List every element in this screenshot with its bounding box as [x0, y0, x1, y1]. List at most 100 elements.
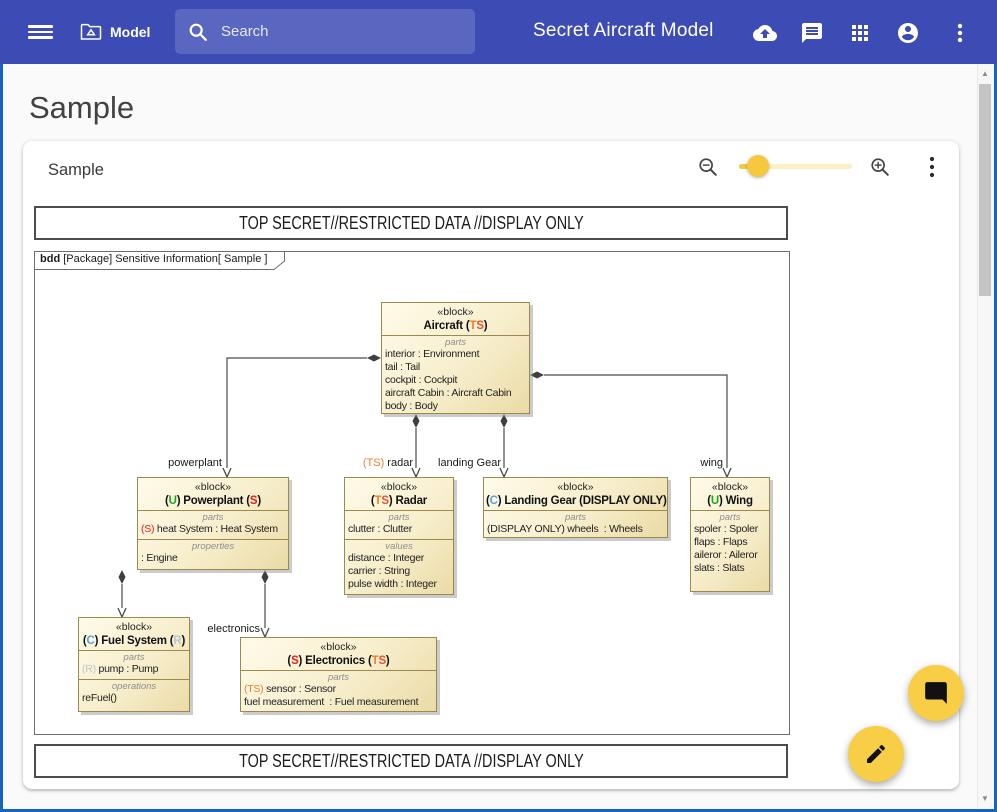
comment-icon[interactable]: [800, 21, 824, 45]
block-powerplant[interactable]: «block» (U) Powerplant (S) parts (S) heat S…: [137, 477, 289, 570]
feature-item: tail : Tail: [385, 361, 420, 373]
compartment-parts: parts (TS) sensor : Sensor fuel measuremen…: [241, 670, 436, 711]
feature-item: (TS) sensor : Sensor: [244, 683, 336, 695]
block-name: (TS) Radar: [370, 495, 428, 507]
compartment-label: parts: [564, 512, 587, 523]
classification-banner-bottom: TOP SECRET//RESTRICTED DATA //DISPLAY ON…: [34, 744, 788, 778]
model-folder-icon: [80, 22, 102, 41]
block-stereotype: «block»: [437, 306, 474, 318]
compartment-parts: parts spoler : Spoler flaps : Flaps aileror…: [691, 510, 769, 591]
page-border-right: [994, 64, 997, 812]
feature-item: flaps : Flaps: [694, 536, 748, 548]
compartment-properties: properties : Engine: [138, 539, 288, 569]
search-icon: [187, 21, 209, 43]
feature-item: slats : Slats: [694, 562, 745, 574]
block-electronics[interactable]: «block» (S) Electronics (TS) parts (TS) sen…: [240, 637, 437, 712]
zoom-slider-track[interactable]: [739, 164, 852, 169]
block-name: Aircraft (TS): [423, 320, 488, 332]
frame-context: [Package] Sensitive Information[ Sample …: [60, 253, 268, 265]
feature-item: spoler : Spoler: [694, 523, 758, 535]
compartment-label: parts: [202, 512, 224, 523]
block-wing[interactable]: «block» (U) Wing parts spoler : Spoler flaps…: [690, 477, 770, 592]
model-label: Model: [110, 23, 151, 40]
compartment-parts: parts clutter : Clutter: [345, 510, 453, 539]
compartment-parts: parts (DISPLAY ONLY) wheels : Wheels: [484, 510, 667, 537]
feature-item: distance : Integer: [348, 552, 425, 564]
connector-electronics: [260, 570, 270, 639]
menu-icon[interactable]: [28, 25, 53, 39]
block-stereotype: «block»: [194, 481, 232, 493]
feature-item: (S) heat System : Heat System: [141, 523, 278, 535]
feature-item: : Engine: [141, 552, 178, 564]
scrollbar-down-arrow[interactable]: ▼: [981, 794, 989, 803]
app-bar: Model Secret Aircraft Model: [0, 0, 997, 64]
feature-item: cockpit : Cockpit: [385, 374, 458, 386]
search-input[interactable]: [221, 23, 451, 40]
block-landing-gear[interactable]: «block» (C) Landing Gear (DISPLAY ONLY) pa…: [483, 477, 668, 538]
zoom-in-button[interactable]: [869, 156, 891, 183]
feature-item: aircraft Cabin : Aircraft Cabin: [385, 387, 512, 399]
block-name: (C) Landing Gear (DISPLAY ONLY): [486, 495, 667, 507]
apps-grid-icon[interactable]: [848, 21, 872, 45]
classification-banner-top: TOP SECRET//RESTRICTED DATA //DISPLAY ON…: [34, 206, 788, 240]
cloud-upload-icon[interactable]: [753, 21, 777, 45]
page-border-bottom: [0, 809, 997, 812]
block-stereotype: «block»: [380, 481, 418, 493]
compartment-label: parts: [123, 652, 145, 663]
card-title: Sample: [48, 161, 104, 179]
compartment-label: parts: [327, 672, 350, 683]
block-name: (U) Powerplant (S): [164, 495, 262, 507]
compartment-parts: parts interior : Environment tail : Tail co…: [382, 335, 529, 413]
feature-item: fuel measurement : Fuel measurement: [244, 696, 419, 708]
diagram-frame-tab: [34, 251, 286, 276]
block-stereotype: «block»: [320, 641, 357, 653]
page-title: Sample: [29, 90, 135, 125]
block-name: (S) Electronics (TS): [287, 655, 390, 667]
zoom-slider-thumb[interactable]: [747, 155, 769, 177]
block-stereotype: «block»: [115, 621, 153, 633]
block-radar[interactable]: «block» (TS) Radar parts clutter : Clutter v…: [344, 477, 454, 595]
compartment-parts: parts (R) pump : Pump: [79, 650, 189, 679]
page-border-left: [0, 64, 3, 812]
more-vert-icon[interactable]: [948, 21, 972, 45]
feature-item: (DISPLAY ONLY) wheels : Wheels: [487, 523, 643, 535]
scrollbar-thumb[interactable]: [979, 84, 991, 296]
feature-item: reFuel(): [82, 692, 117, 704]
block-stereotype: «block»: [711, 481, 749, 493]
compartment-label: parts: [388, 512, 410, 523]
app-title: Secret Aircraft Model: [533, 20, 714, 41]
account-icon[interactable]: [896, 21, 920, 45]
connector-powerplant: [222, 354, 381, 479]
model-button[interactable]: Model: [80, 22, 150, 41]
block-fuel-system[interactable]: «block» (C) Fuel System (R) parts (R) pump …: [78, 617, 190, 712]
compartment-label: operations: [111, 681, 157, 692]
feature-item: clutter : Clutter: [348, 523, 413, 535]
connector-fuel-system: [117, 570, 127, 619]
edit-fab[interactable]: [848, 726, 904, 782]
frame-tab-label: bdd [Package] Sensitive Information[ Sam…: [40, 253, 267, 265]
compartment-label: parts: [444, 337, 467, 348]
chat-bubble-icon: [925, 682, 947, 704]
feature-item: (R) pump : Pump: [82, 663, 159, 675]
compartment-values: values distance : Integer carrier : String…: [345, 539, 453, 594]
search-box[interactable]: [175, 9, 475, 54]
frame-kind: bdd: [40, 253, 61, 265]
feature-item: pulse width : Integer: [348, 578, 437, 590]
card-menu-icon[interactable]: [928, 156, 936, 183]
zoom-out-button[interactable]: [697, 156, 719, 183]
scrollbar-up-arrow[interactable]: ▲: [981, 69, 989, 78]
chat-fab[interactable]: [908, 665, 964, 721]
connector-landing-gear: [499, 414, 509, 479]
feature-item: body : Body: [385, 400, 438, 412]
block-name: (U) Wing: [707, 495, 753, 507]
feature-item: interior : Environment: [385, 348, 480, 360]
connector-radar: [411, 414, 421, 479]
block-aircraft[interactable]: «block» Aircraft (TS) parts interior : Envi…: [381, 302, 530, 414]
feature-item: aileror : Aileror: [694, 549, 758, 561]
compartment-label: parts: [719, 512, 741, 523]
compartment-label: properties: [191, 541, 235, 552]
pencil-icon: [867, 744, 886, 763]
connector-wing: [530, 371, 732, 479]
